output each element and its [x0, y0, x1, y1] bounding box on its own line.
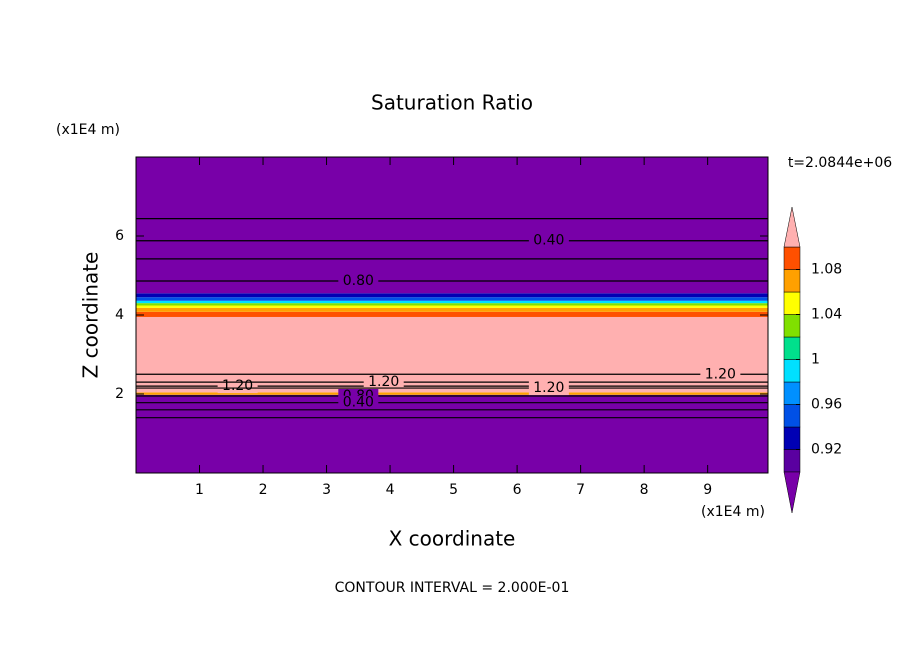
- colorbar-box: [783, 246, 801, 270]
- x-unit: (x1E4 m): [701, 504, 765, 520]
- filled-band: [136, 297, 768, 301]
- x-tick-label: 1: [195, 482, 204, 498]
- contour-label-bg: [700, 367, 741, 382]
- colorbar-box: [783, 314, 801, 338]
- contour-label: 0.80: [343, 273, 374, 289]
- contour-label: 0.40: [343, 395, 374, 411]
- filled-band: [136, 157, 768, 294]
- filled-band: [136, 305, 768, 308]
- filled-band: [136, 311, 768, 317]
- x-tick-label: 6: [513, 482, 522, 498]
- chart-title: Saturation Ratio: [371, 91, 533, 115]
- colorbar-box: [783, 449, 801, 473]
- x-tick-label: 8: [640, 482, 649, 498]
- colorbar-under: [783, 471, 801, 514]
- contour-label: 1.20: [368, 374, 399, 390]
- x-tick-label: 4: [386, 482, 395, 498]
- y-tick-label: 4: [115, 307, 124, 323]
- filled-band: [136, 303, 768, 306]
- x-tick-label: 7: [576, 482, 585, 498]
- y-tick-label: 6: [115, 228, 124, 244]
- colorbar-tick-label: 1: [811, 352, 820, 368]
- colorbar-box: [783, 291, 801, 315]
- colorbar-box: [783, 426, 801, 450]
- filled-band: [136, 392, 768, 395]
- contour-label-bg: [528, 381, 569, 396]
- colorbar-tick-label: 0.96: [811, 397, 842, 413]
- y-axis-label: Z coordinate: [79, 252, 103, 379]
- filled-band: [136, 293, 768, 298]
- contour-label: 1.20: [533, 380, 564, 396]
- colorbar-tick-label: 1.08: [811, 262, 842, 278]
- filled-band: [136, 300, 768, 304]
- x-tick-label: 9: [703, 482, 712, 498]
- contour-label-bg: [338, 395, 379, 410]
- x-axis-label: X coordinate: [389, 527, 516, 551]
- filled-band: [136, 307, 768, 312]
- contour-label: 1.20: [222, 378, 253, 394]
- footer: CONTOUR INTERVAL = 2.000E-01: [335, 580, 570, 596]
- contour-label: 1.20: [705, 366, 736, 382]
- contour-label: 0.40: [533, 233, 564, 249]
- x-tick-label: 2: [259, 482, 268, 498]
- colorbar-tick-label: 1.04: [811, 307, 842, 323]
- colorbar-box: [783, 336, 801, 360]
- contour-label-bg: [363, 375, 404, 390]
- y-unit: (x1E4 m): [56, 122, 120, 138]
- contour-label-bg: [338, 274, 379, 289]
- time-label: t=2.0844e+06: [788, 155, 892, 171]
- colorbar-box: [783, 404, 801, 428]
- filled-band: [136, 394, 768, 473]
- y-tick-label: 2: [115, 386, 124, 402]
- colorbar-box: [783, 269, 801, 293]
- contour-label-bg: [528, 233, 569, 248]
- colorbar-box: [783, 381, 801, 405]
- x-tick-label: 5: [449, 482, 458, 498]
- colorbar-over: [783, 206, 801, 248]
- colorbar-box: [783, 359, 801, 383]
- colorbar-tick-label: 0.92: [811, 442, 842, 458]
- x-tick-label: 3: [322, 482, 331, 498]
